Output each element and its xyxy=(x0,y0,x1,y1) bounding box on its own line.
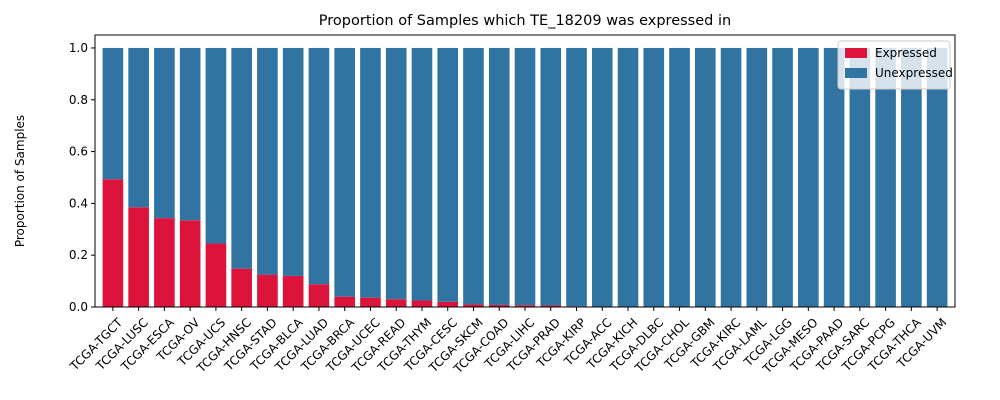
bar-unexpressed-tcga-lihc xyxy=(514,47,536,306)
bar-unexpressed-tcga-luad xyxy=(308,47,330,285)
bar-unexpressed-tcga-gbm xyxy=(695,47,716,307)
y-axis-label: Proportion of Samples xyxy=(13,115,27,247)
bar-expressed-tcga-cesc xyxy=(437,301,459,307)
bar-unexpressed-tcga-coad xyxy=(488,47,510,305)
bar-unexpressed-tcga-ucs xyxy=(205,47,227,244)
bar-expressed-tcga-tgct xyxy=(102,179,124,307)
bar-unexpressed-tcga-pcpg xyxy=(875,47,896,307)
bar-expressed-tcga-coad xyxy=(488,304,510,307)
bar-unexpressed-tcga-read xyxy=(385,47,407,300)
bar-unexpressed-tcga-lusc xyxy=(128,47,149,208)
bar-unexpressed-tcga-acc xyxy=(591,47,613,307)
bar-expressed-tcga-prad xyxy=(540,305,562,307)
bar-unexpressed-tcga-esca xyxy=(154,47,175,219)
bar-unexpressed-tcga-dlbc xyxy=(643,47,665,307)
legend-swatch-expressed xyxy=(845,48,867,58)
legend-label-expressed: Expressed xyxy=(875,46,937,60)
bar-unexpressed-tcga-tgct xyxy=(102,47,124,180)
bar-unexpressed-tcga-kirc xyxy=(720,47,742,307)
bar-unexpressed-tcga-uvm xyxy=(926,47,948,307)
bar-unexpressed-tcga-thym xyxy=(411,47,433,301)
y-axis: 0.0 0.2 0.4 0.6 0.8 1.0 xyxy=(69,41,95,314)
bar-expressed-tcga-hnsc xyxy=(231,268,252,307)
bar-unexpressed-tcga-chol xyxy=(669,47,690,307)
y-tick-label: 0.0 xyxy=(69,300,88,314)
bar-unexpressed-tcga-ucec xyxy=(360,47,381,298)
legend-label-unexpressed: Unexpressed xyxy=(875,66,953,80)
bar-expressed-tcga-lusc xyxy=(128,207,149,307)
y-tick-label: 0.4 xyxy=(69,196,88,210)
y-tick-label: 1.0 xyxy=(69,41,88,55)
y-tick-label: 0.2 xyxy=(69,248,88,262)
bar-unexpressed-tcga-thca xyxy=(901,47,922,307)
bar-unexpressed-tcga-hnsc xyxy=(231,47,252,269)
bar-expressed-tcga-brca xyxy=(334,296,355,307)
bar-expressed-tcga-blca xyxy=(282,275,304,307)
legend: Expressed Unexpressed xyxy=(837,40,953,90)
bar-expressed-tcga-ucec xyxy=(360,297,381,307)
y-tick-label: 0.8 xyxy=(69,93,88,107)
bar-expressed-tcga-stad xyxy=(257,274,278,307)
bar-expressed-tcga-skcm xyxy=(463,304,484,307)
bar-expressed-tcga-ov xyxy=(179,220,201,307)
bar-unexpressed-tcga-laml xyxy=(746,47,768,307)
plot-area xyxy=(94,34,956,308)
bar-unexpressed-tcga-kirp xyxy=(566,47,587,307)
y-tick-label: 0.6 xyxy=(69,145,88,159)
bar-unexpressed-tcga-stad xyxy=(257,47,278,275)
bar-expressed-tcga-thym xyxy=(411,300,433,307)
bar-unexpressed-tcga-lgg xyxy=(772,47,793,307)
bar-unexpressed-tcga-meso xyxy=(798,47,819,307)
x-axis: TCGA-TGCTTCGA-LUSCTCGA-ESCATCGA-OVTCGA-U… xyxy=(67,307,949,377)
bar-expressed-tcga-ucs xyxy=(205,243,227,307)
bar-unexpressed-tcga-blca xyxy=(282,47,304,276)
bar-unexpressed-tcga-paad xyxy=(823,47,845,307)
bar-expressed-tcga-luad xyxy=(308,284,330,307)
bar-unexpressed-tcga-sarc xyxy=(849,47,871,307)
bar-unexpressed-tcga-cesc xyxy=(437,47,459,302)
bar-unexpressed-tcga-kich xyxy=(617,47,639,307)
bar-expressed-tcga-read xyxy=(385,299,407,307)
bar-unexpressed-tcga-skcm xyxy=(463,47,484,305)
bar-unexpressed-tcga-brca xyxy=(334,47,355,297)
bar-unexpressed-tcga-prad xyxy=(540,47,562,306)
bar-expressed-tcga-esca xyxy=(154,218,175,307)
bar-unexpressed-tcga-ov xyxy=(179,47,201,221)
chart-title: Proportion of Samples which TE_18209 was… xyxy=(319,13,731,29)
legend-swatch-unexpressed xyxy=(845,68,867,78)
bar-expressed-tcga-lihc xyxy=(514,305,536,307)
